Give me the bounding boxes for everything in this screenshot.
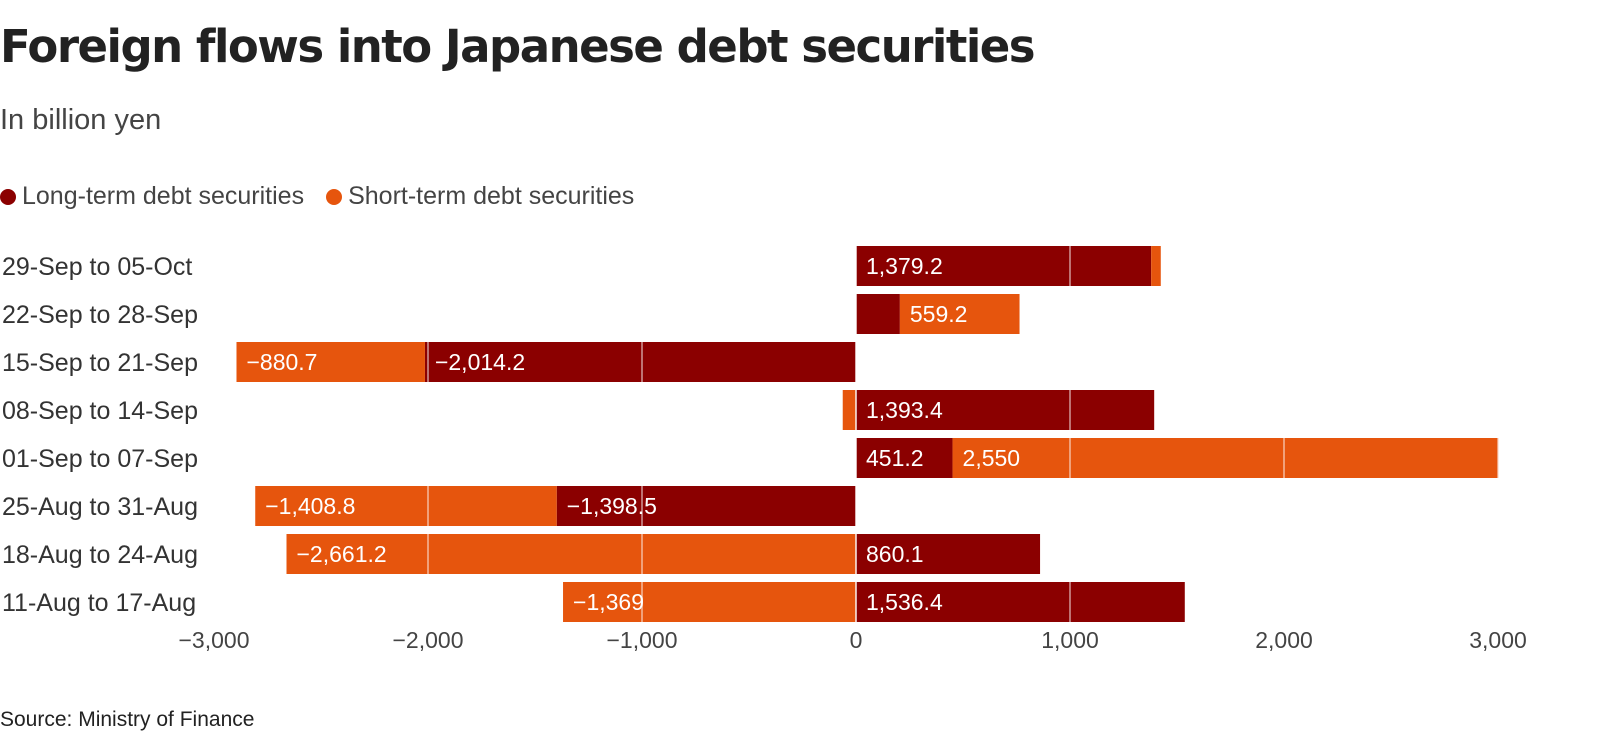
legend-label-short-term: Short-term debt securities [348, 182, 635, 210]
bar-short-term-3 [842, 390, 856, 430]
legend-label-long-term: Long-term debt securities [22, 182, 305, 210]
bar-short-term-5 [255, 486, 557, 526]
category-label-3: 08-Sep to 14-Sep [2, 397, 198, 425]
value-label-short-term-6: −2,661.2 [297, 541, 387, 567]
x-tick-label-2: −1,000 [607, 627, 678, 653]
legend: Long-term debt securities Short-term deb… [0, 182, 656, 211]
category-label-1: 22-Sep to 28-Sep [2, 301, 198, 329]
bar-short-term-0 [1151, 246, 1161, 286]
source-note: Source: Ministry of Finance [0, 708, 255, 731]
value-label-long-term-2: −2,014.2 [435, 349, 525, 375]
bar-long-term-3 [856, 390, 1155, 430]
chart-subtitle: In billion yen [0, 104, 162, 136]
category-label-0: 29-Sep to 05-Oct [2, 253, 192, 281]
value-label-short-term-4: 2,550 [963, 445, 1021, 471]
legend-swatch-long-term [0, 188, 16, 205]
category-label-2: 15-Sep to 21-Sep [2, 349, 198, 377]
legend-swatch-short-term [326, 188, 343, 205]
category-label-5: 25-Aug to 31-Aug [2, 493, 198, 521]
value-label-long-term-6: 860.1 [866, 541, 924, 567]
value-label-short-term-1: 559.2 [910, 301, 968, 327]
chart-title: Foreign flows into Japanese debt securit… [0, 20, 1036, 73]
category-label-7: 11-Aug to 17-Aug [2, 589, 196, 617]
bar-long-term-1 [856, 294, 900, 334]
value-label-long-term-5: −1,398.5 [567, 493, 657, 519]
bar-short-term-1 [899, 294, 1020, 334]
bar-long-term-7 [856, 582, 1185, 622]
x-tick-label-3: 0 [850, 627, 863, 653]
value-label-long-term-0: 1,379.2 [866, 253, 943, 279]
bar-short-term-6 [286, 534, 857, 574]
gridlines-group [213, 246, 1499, 622]
bar-chart: 1,379.2 559.2 −2,014.2 −880.7 1,393.4 451.2 2,… [2, 246, 1527, 653]
bar-short-term-2 [236, 342, 425, 382]
bar-long-term-5 [556, 486, 856, 526]
bar-short-term-4 [952, 438, 1499, 478]
x-tick-label-6: 3,000 [1469, 627, 1527, 653]
value-labels-group: 1,379.2 559.2 −2,014.2 −880.7 1,393.4 451.2 2,… [246, 253, 1020, 615]
category-label-4: 01-Sep to 07-Sep [2, 445, 198, 473]
bar-long-term-4 [856, 438, 953, 478]
legend-item-short-term: Short-term debt securities [326, 182, 634, 211]
value-label-long-term-3: 1,393.4 [866, 397, 943, 423]
x-tick-label-0: −3,000 [179, 627, 250, 653]
legend-item-long-term: Long-term debt securities [0, 182, 304, 211]
x-tick-label-4: 1,000 [1041, 627, 1099, 653]
value-label-short-term-5: −1,408.8 [265, 493, 355, 519]
value-label-long-term-4: 451.2 [866, 445, 924, 471]
bar-long-term-0 [856, 246, 1152, 286]
value-label-long-term-7: 1,536.4 [866, 589, 943, 615]
value-label-short-term-2: −880.7 [246, 349, 317, 375]
x-tick-label-1: −2,000 [393, 627, 464, 653]
bars-group [236, 246, 1499, 622]
bar-long-term-2 [424, 342, 856, 382]
bar-short-term-7 [563, 582, 856, 622]
x-tick-label-5: 2,000 [1255, 627, 1313, 653]
bar-long-term-6 [856, 534, 1041, 574]
category-label-6: 18-Aug to 24-Aug [2, 541, 198, 569]
value-label-short-term-7: −1,369 [573, 589, 644, 615]
